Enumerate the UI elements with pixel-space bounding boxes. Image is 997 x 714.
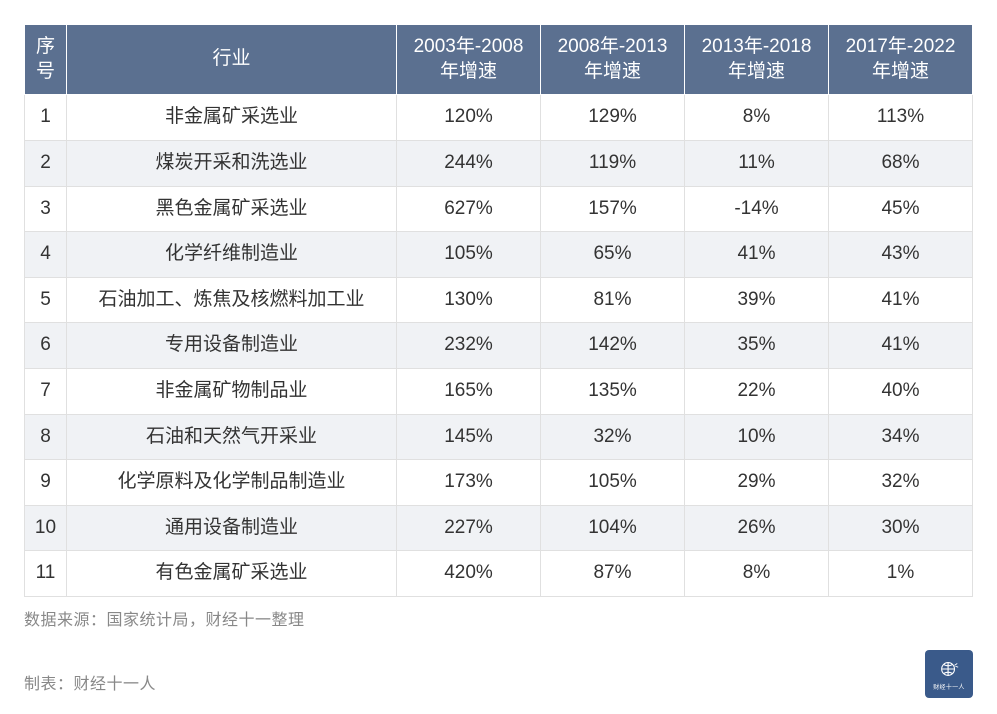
col-header-period-2: 2008年-2013年增速 [541, 25, 685, 95]
cell-p1: 244% [397, 140, 541, 186]
cell-industry: 专用设备制造业 [67, 323, 397, 369]
cell-seq: 3 [25, 186, 67, 232]
cell-seq: 7 [25, 368, 67, 414]
cell-p1: 232% [397, 323, 541, 369]
cell-seq: 10 [25, 505, 67, 551]
cell-industry: 有色金属矿采选业 [67, 551, 397, 597]
cell-industry: 通用设备制造业 [67, 505, 397, 551]
cell-p1: 120% [397, 95, 541, 141]
cell-p1: 420% [397, 551, 541, 597]
table-row: 3黑色金属矿采选业627%157%-14%45% [25, 186, 973, 232]
cell-p2: 142% [541, 323, 685, 369]
cell-p3: 41% [685, 232, 829, 278]
col-header-industry: 行业 [67, 25, 397, 95]
logo-badge: 财经十一人 [925, 650, 973, 698]
cell-p4: 1% [829, 551, 973, 597]
cell-p3: 26% [685, 505, 829, 551]
cell-industry: 化学原料及化学制品制造业 [67, 460, 397, 506]
table-row: 6专用设备制造业232%142%35%41% [25, 323, 973, 369]
cell-industry: 石油和天然气开采业 [67, 414, 397, 460]
cell-industry: 非金属矿物制品业 [67, 368, 397, 414]
cell-p4: 45% [829, 186, 973, 232]
table-header-row: 序号 行业 2003年-2008年增速 2008年-2013年增速 2013年-… [25, 25, 973, 95]
logo-text: 财经十一人 [933, 682, 965, 691]
cell-p4: 41% [829, 277, 973, 323]
cell-seq: 6 [25, 323, 67, 369]
cell-p4: 32% [829, 460, 973, 506]
cell-p1: 165% [397, 368, 541, 414]
cell-p3: -14% [685, 186, 829, 232]
cell-p4: 40% [829, 368, 973, 414]
table-row: 11有色金属矿采选业420%87%8%1% [25, 551, 973, 597]
cell-p4: 68% [829, 140, 973, 186]
table-body: 1非金属矿采选业120%129%8%113%2煤炭开采和洗选业244%119%1… [25, 95, 973, 597]
cell-industry: 化学纤维制造业 [67, 232, 397, 278]
cell-p2: 104% [541, 505, 685, 551]
cell-p1: 105% [397, 232, 541, 278]
cell-p1: 130% [397, 277, 541, 323]
cell-p1: 145% [397, 414, 541, 460]
cell-industry: 非金属矿采选业 [67, 95, 397, 141]
cell-p2: 157% [541, 186, 685, 232]
cell-p4: 41% [829, 323, 973, 369]
table-row: 9化学原料及化学制品制造业173%105%29%32% [25, 460, 973, 506]
cell-p3: 29% [685, 460, 829, 506]
credit-line: 制表：财经十一人 [24, 670, 973, 694]
col-header-period-3: 2013年-2018年增速 [685, 25, 829, 95]
table-row: 5石油加工、炼焦及核燃料加工业130%81%39%41% [25, 277, 973, 323]
footer-area: 数据来源：国家统计局，财经十一整理 制表：财经十一人 财经十一人 [24, 606, 973, 694]
cell-p2: 81% [541, 277, 685, 323]
cell-p4: 30% [829, 505, 973, 551]
cell-industry: 黑色金属矿采选业 [67, 186, 397, 232]
cell-p2: 87% [541, 551, 685, 597]
cell-seq: 4 [25, 232, 67, 278]
cell-p2: 32% [541, 414, 685, 460]
industry-growth-table: 序号 行业 2003年-2008年增速 2008年-2013年增速 2013年-… [24, 24, 973, 597]
cell-industry: 煤炭开采和洗选业 [67, 140, 397, 186]
table-row: 2煤炭开采和洗选业244%119%11%68% [25, 140, 973, 186]
cell-industry: 石油加工、炼焦及核燃料加工业 [67, 277, 397, 323]
cell-seq: 11 [25, 551, 67, 597]
cell-p3: 10% [685, 414, 829, 460]
table-row: 8石油和天然气开采业145%32%10%34% [25, 414, 973, 460]
cell-p3: 35% [685, 323, 829, 369]
cell-p2: 129% [541, 95, 685, 141]
cell-p2: 119% [541, 140, 685, 186]
cell-seq: 8 [25, 414, 67, 460]
cell-seq: 9 [25, 460, 67, 506]
cell-p2: 105% [541, 460, 685, 506]
col-header-period-1: 2003年-2008年增速 [397, 25, 541, 95]
col-header-period-4: 2017年-2022年增速 [829, 25, 973, 95]
cell-p2: 135% [541, 368, 685, 414]
globe-icon [938, 658, 960, 680]
cell-p1: 227% [397, 505, 541, 551]
cell-p3: 8% [685, 95, 829, 141]
cell-p4: 43% [829, 232, 973, 278]
table-row: 7非金属矿物制品业165%135%22%40% [25, 368, 973, 414]
cell-p3: 22% [685, 368, 829, 414]
cell-p2: 65% [541, 232, 685, 278]
cell-p4: 113% [829, 95, 973, 141]
cell-seq: 1 [25, 95, 67, 141]
cell-p3: 11% [685, 140, 829, 186]
table-row: 1非金属矿采选业120%129%8%113% [25, 95, 973, 141]
cell-p3: 39% [685, 277, 829, 323]
cell-p3: 8% [685, 551, 829, 597]
table-row: 10通用设备制造业227%104%26%30% [25, 505, 973, 551]
col-header-seq: 序号 [25, 25, 67, 95]
cell-p1: 627% [397, 186, 541, 232]
cell-p4: 34% [829, 414, 973, 460]
cell-seq: 2 [25, 140, 67, 186]
source-line: 数据来源：国家统计局，财经十一整理 [24, 606, 973, 630]
cell-p1: 173% [397, 460, 541, 506]
cell-seq: 5 [25, 277, 67, 323]
table-row: 4化学纤维制造业105%65%41%43% [25, 232, 973, 278]
